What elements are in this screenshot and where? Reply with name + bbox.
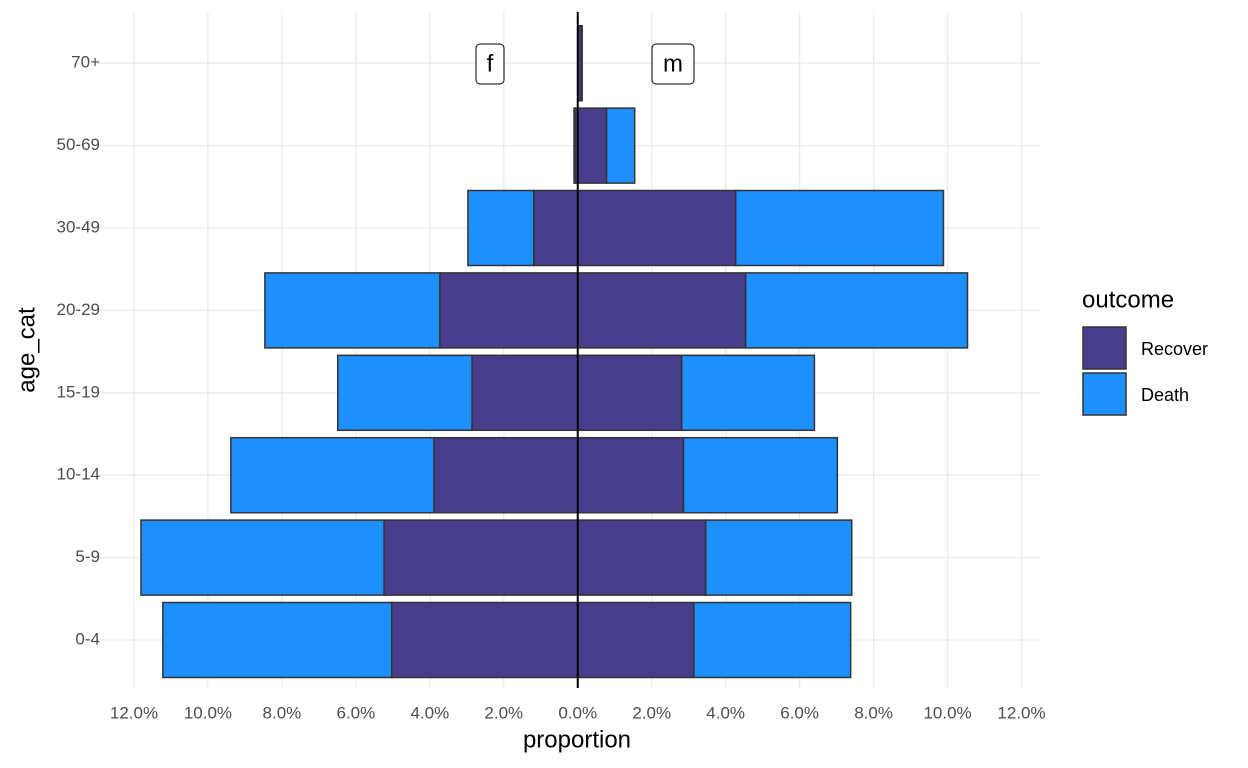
y-tick-label: 5-9 — [75, 547, 100, 566]
x-tick-label: 8.0% — [263, 703, 302, 722]
legend-label: Death — [1141, 385, 1189, 405]
y-tick-label: 50-69 — [57, 135, 100, 154]
y-tick-label: 0-4 — [75, 629, 100, 648]
bar-segment — [576, 436, 685, 514]
bar-segment — [576, 107, 608, 184]
y-tick-label: 10-14 — [57, 465, 100, 484]
x-tick-label: 2.0% — [484, 703, 523, 722]
x-axis-title: proportion — [523, 726, 631, 753]
legend-title: outcome — [1082, 286, 1174, 313]
x-tick-label: 6.0% — [336, 703, 375, 722]
x-tick-label: 12.0% — [997, 703, 1045, 722]
x-tick-label: 4.0% — [706, 703, 745, 722]
bar-segment — [471, 354, 579, 432]
bar-segment — [605, 107, 636, 184]
annotation: f — [487, 50, 494, 77]
bar-segment — [467, 189, 535, 267]
bar-segment — [704, 519, 853, 596]
y-tick-label: 70+ — [71, 53, 100, 72]
x-tick-label: 0.0% — [558, 703, 597, 722]
bar-segment — [680, 354, 816, 432]
bar-segment — [264, 272, 441, 349]
annotation: m — [663, 50, 683, 77]
bar-segment — [744, 272, 969, 349]
annotation-box — [651, 43, 695, 85]
bar-segment — [439, 272, 579, 349]
bar-segment — [576, 189, 737, 267]
legend-label: Recover — [1141, 339, 1208, 359]
bar-segment — [576, 519, 707, 596]
bar-segment — [734, 189, 945, 267]
x-tick-label: 10.0% — [184, 703, 232, 722]
bar-segment — [383, 519, 579, 596]
legend-key — [1082, 326, 1127, 370]
bar-segment — [693, 601, 852, 679]
x-tick-label: 6.0% — [780, 703, 819, 722]
bar-segment — [390, 601, 579, 679]
x-tick-label: 10.0% — [923, 703, 971, 722]
x-tick-label: 12.0% — [110, 703, 158, 722]
bar-segment — [162, 601, 393, 679]
legend-key — [1082, 372, 1127, 416]
x-tick-label: 2.0% — [632, 703, 671, 722]
annotation-box — [475, 43, 505, 85]
y-tick-label: 20-29 — [57, 300, 100, 319]
bar-segment — [576, 354, 683, 432]
bar-segment — [576, 272, 747, 349]
bar-segment — [682, 436, 839, 514]
bar-segment — [576, 601, 695, 679]
x-tick-label: 4.0% — [410, 703, 449, 722]
bar-segment — [573, 107, 576, 184]
y-tick-label: 15-19 — [57, 382, 100, 401]
x-tick-label: 8.0% — [854, 703, 893, 722]
bar-segment — [433, 436, 579, 514]
bar-segment — [580, 24, 583, 102]
bar-segment — [532, 189, 579, 267]
y-axis-title: age_cat — [13, 307, 40, 393]
bar-segment — [140, 519, 385, 596]
bar-segment — [336, 354, 473, 432]
bar-segment — [230, 436, 435, 514]
y-tick-label: 30-49 — [57, 217, 100, 236]
